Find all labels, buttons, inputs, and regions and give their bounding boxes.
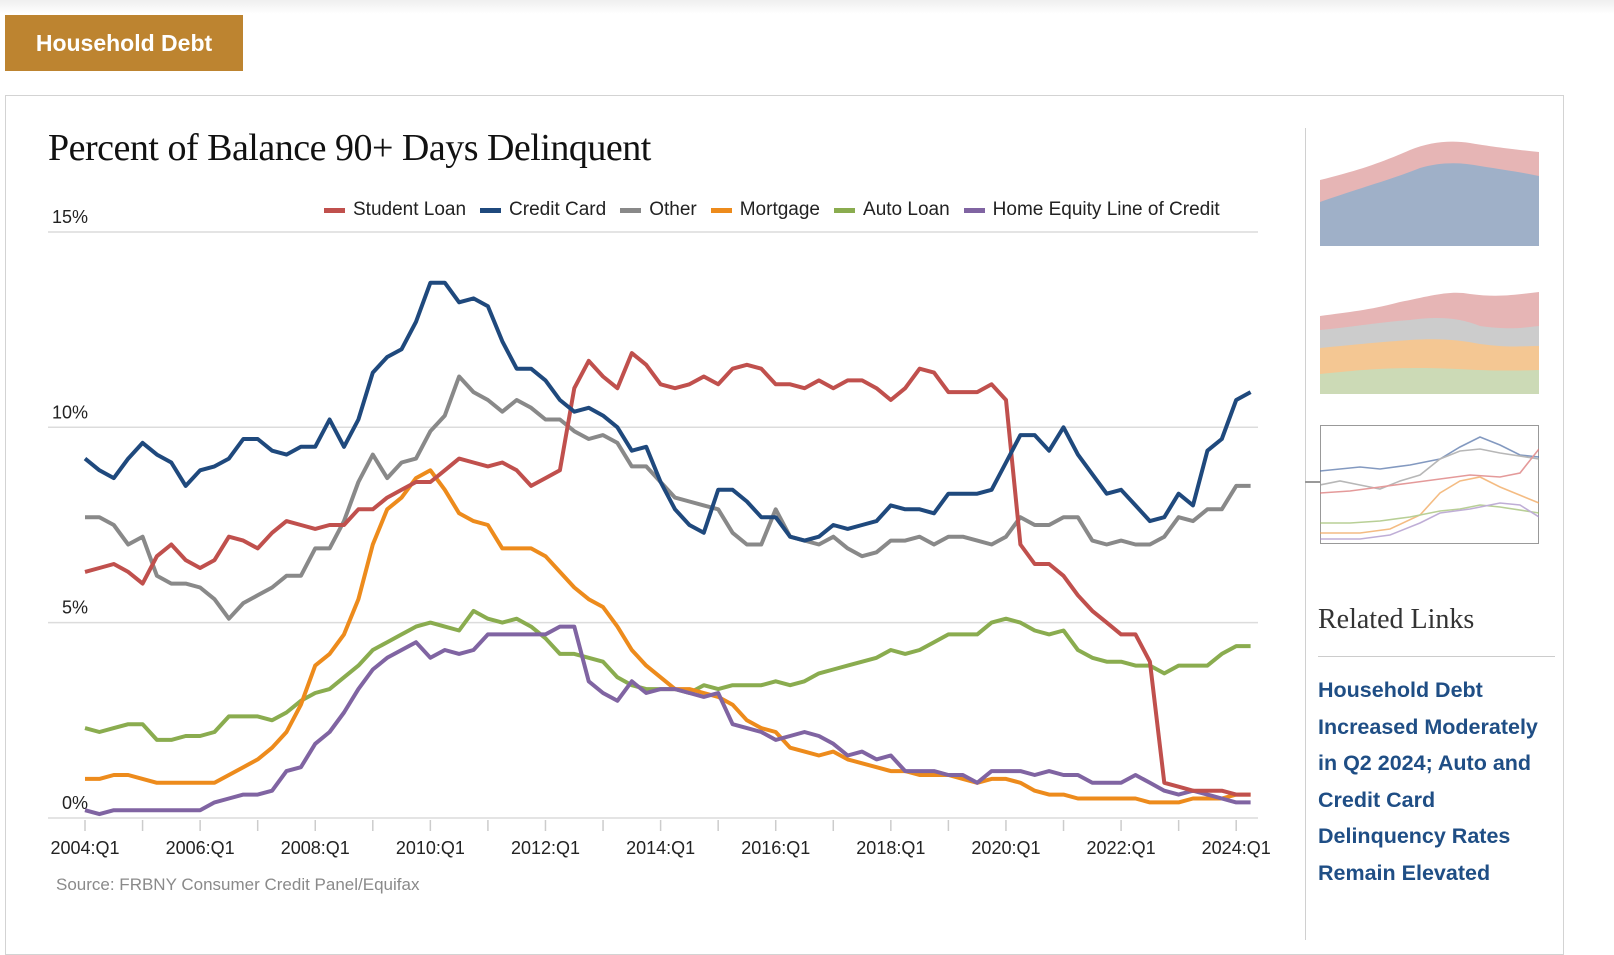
series-line-auto-loan bbox=[84, 608, 1251, 742]
sidebar-divider bbox=[1305, 128, 1306, 940]
legend-item-mortgage[interactable]: Mortgage bbox=[710, 199, 821, 221]
y-tick-label: 10% bbox=[52, 402, 88, 422]
y-tick-label: 15% bbox=[52, 207, 88, 227]
thumbnail-line-chart-delinquency[interactable] bbox=[1320, 425, 1539, 544]
legend-label: Other bbox=[649, 199, 697, 220]
x-tick-label: 2022:Q1 bbox=[1087, 838, 1156, 858]
chart-title: Percent of Balance 90+ Days Delinquent bbox=[48, 127, 651, 169]
x-tick-label: 2024:Q1 bbox=[1202, 838, 1271, 858]
chart-source: Source: FRBNY Consumer Credit Panel/Equi… bbox=[56, 875, 420, 894]
thumbnail-area-chart-debt-balance[interactable] bbox=[1320, 138, 1539, 248]
x-tick-label: 2004:Q1 bbox=[50, 838, 119, 858]
series-line-student-loan bbox=[84, 351, 1251, 797]
related-link-household-debt-q2-2024[interactable]: Household Debt Increased Moderately in Q… bbox=[1318, 678, 1538, 885]
related-links-divider bbox=[1318, 656, 1555, 657]
x-tick-label: 2010:Q1 bbox=[396, 838, 465, 858]
y-tick-label: 5% bbox=[62, 598, 88, 618]
household-debt-tab[interactable]: Household Debt bbox=[5, 15, 243, 71]
chart-legend: Student Loan Credit Card Other Mortgage Auto… bbox=[324, 199, 1220, 221]
legend-item-credit-card[interactable]: Credit Card bbox=[480, 199, 606, 221]
related-links-heading: Related Links bbox=[1318, 604, 1475, 635]
top-strip bbox=[0, 0, 1614, 14]
legend-item-other[interactable]: Other bbox=[620, 199, 697, 221]
legend-item-student-loan[interactable]: Student Loan bbox=[324, 199, 466, 221]
legend-label: Home Equity Line of Credit bbox=[992, 199, 1220, 220]
legend-item-home-equity-line-of-credit[interactable]: Home Equity Line of Credit bbox=[963, 199, 1220, 221]
thumbnail-area-chart-debt-composition[interactable] bbox=[1320, 280, 1539, 394]
legend-swatch bbox=[710, 207, 732, 213]
y-tick-label: 0% bbox=[62, 793, 88, 813]
legend-label: Mortgage bbox=[739, 199, 821, 220]
legend-swatch bbox=[324, 207, 345, 213]
x-tick-label: 2014:Q1 bbox=[626, 838, 695, 858]
legend-swatch bbox=[963, 207, 985, 213]
series-line-other bbox=[85, 374, 1251, 621]
line-chart: 0% 5% 10% 15% 2004:Q1 2006:Q1 2008:Q1 2010:Q1 20… bbox=[48, 207, 1271, 858]
legend-swatch bbox=[480, 207, 502, 213]
legend-label: Credit Card bbox=[509, 199, 607, 220]
series-line-credit-card bbox=[83, 280, 1252, 543]
legend-label: Auto Loan bbox=[863, 199, 950, 220]
series-line-mortgage bbox=[85, 468, 1251, 805]
x-tick-label: 2006:Q1 bbox=[166, 838, 235, 858]
legend-swatch bbox=[620, 207, 642, 213]
legend-item-auto-loan[interactable]: Auto Loan bbox=[834, 199, 950, 221]
active-thumbnail-indicator bbox=[1305, 481, 1320, 483]
x-tick-label: 2012:Q1 bbox=[511, 838, 580, 858]
legend-label: Student Loan bbox=[353, 199, 467, 220]
legend-swatch bbox=[834, 207, 856, 213]
x-tick-label: 2018:Q1 bbox=[856, 838, 925, 858]
x-tick-label: 2020:Q1 bbox=[971, 838, 1040, 858]
series-line-home-equity-line-of-credit bbox=[84, 624, 1251, 817]
x-tick-label: 2008:Q1 bbox=[281, 838, 350, 858]
x-tick-label: 2016:Q1 bbox=[741, 838, 810, 858]
